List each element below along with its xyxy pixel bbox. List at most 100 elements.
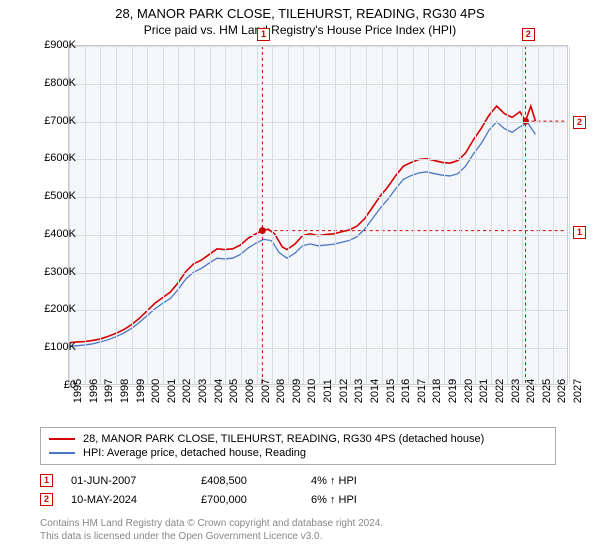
gridline-h	[69, 235, 567, 236]
sale-price: £700,000	[201, 494, 311, 506]
sale-marker-badge: 2	[573, 116, 586, 129]
gridline-v	[100, 46, 101, 384]
gridline-v	[69, 46, 70, 384]
gridline-v	[194, 46, 195, 384]
x-axis-label: 2010	[306, 379, 318, 403]
gridline-v	[210, 46, 211, 384]
legend-label: HPI: Average price, detached house, Read…	[83, 447, 306, 459]
x-axis-label: 2021	[478, 379, 490, 403]
legend-swatch-icon	[49, 452, 75, 454]
footer-line: This data is licensed under the Open Gov…	[40, 530, 556, 543]
sale-hpi-diff: 6% ↑ HPI	[311, 494, 421, 506]
gridline-v	[428, 46, 429, 384]
gridline-v	[397, 46, 398, 384]
x-axis-label: 2017	[416, 379, 428, 403]
x-axis-label: 2026	[556, 379, 568, 403]
gridline-v	[553, 46, 554, 384]
page-title: 28, MANOR PARK CLOSE, TILEHURST, READING…	[0, 0, 600, 21]
gridline-v	[303, 46, 304, 384]
gridline-h	[69, 46, 567, 47]
gridline-h	[69, 273, 567, 274]
gridline-v	[522, 46, 523, 384]
sale-marker-badge: 1	[40, 474, 53, 487]
sale-price: £408,500	[201, 475, 311, 487]
gridline-v	[413, 46, 414, 384]
x-axis-label: 2003	[197, 379, 209, 403]
plot-area: 1122	[68, 45, 568, 385]
gridline-v	[350, 46, 351, 384]
x-axis-label: 2004	[213, 379, 225, 403]
x-axis-label: 2027	[572, 379, 584, 403]
y-axis-label: £800K	[44, 77, 76, 89]
gridline-v	[460, 46, 461, 384]
page-subtitle: Price paid vs. HM Land Registry's House …	[0, 21, 600, 37]
gridline-v	[132, 46, 133, 384]
gridline-v	[382, 46, 383, 384]
x-axis-label: 2019	[447, 379, 459, 403]
gridline-v	[163, 46, 164, 384]
gridline-v	[225, 46, 226, 384]
gridline-v	[116, 46, 117, 384]
x-axis-label: 1999	[135, 379, 147, 403]
gridline-v	[507, 46, 508, 384]
legend-swatch-icon	[49, 438, 75, 440]
gridline-v	[444, 46, 445, 384]
gridline-v	[366, 46, 367, 384]
x-axis-label: 2025	[541, 379, 553, 403]
x-axis-label: 2001	[166, 379, 178, 403]
chart-container: 28, MANOR PARK CLOSE, TILEHURST, READING…	[0, 0, 600, 560]
y-axis-label: £100K	[44, 341, 76, 353]
y-axis-label: £200K	[44, 303, 76, 315]
x-axis-label: 2024	[525, 379, 537, 403]
gridline-v	[569, 46, 570, 384]
y-axis-label: £900K	[44, 39, 76, 51]
x-axis-label: 2009	[291, 379, 303, 403]
sale-date: 01-JUN-2007	[71, 475, 201, 487]
gridline-h	[69, 348, 567, 349]
legend-item: HPI: Average price, detached house, Read…	[49, 446, 547, 460]
sale-marker-badge: 1	[573, 226, 586, 239]
sale-marker-badge: 1	[257, 28, 270, 41]
gridline-v	[272, 46, 273, 384]
gridline-h	[69, 122, 567, 123]
x-axis-label: 2018	[431, 379, 443, 403]
gridline-v	[319, 46, 320, 384]
y-axis-label: £600K	[44, 152, 76, 164]
sales-table: 101-JUN-2007£408,5004% ↑ HPI210-MAY-2024…	[40, 471, 556, 509]
gridline-v	[491, 46, 492, 384]
legend: 28, MANOR PARK CLOSE, TILEHURST, READING…	[40, 427, 556, 465]
x-axis-label: 2020	[463, 379, 475, 403]
y-axis-label: £500K	[44, 190, 76, 202]
gridline-v	[147, 46, 148, 384]
y-axis-label: £400K	[44, 228, 76, 240]
x-axis-label: 2014	[369, 379, 381, 403]
gridline-v	[85, 46, 86, 384]
x-axis-label: 2006	[244, 379, 256, 403]
x-axis-label: 2023	[510, 379, 522, 403]
sale-marker-badge: 2	[522, 28, 535, 41]
gridline-h	[69, 159, 567, 160]
sale-date: 10-MAY-2024	[71, 494, 201, 506]
x-axis-label: 2005	[228, 379, 240, 403]
legend-label: 28, MANOR PARK CLOSE, TILEHURST, READING…	[83, 433, 484, 445]
sale-marker-badge: 2	[40, 493, 53, 506]
gridline-v	[475, 46, 476, 384]
footer-line: Contains HM Land Registry data © Crown c…	[40, 517, 556, 530]
y-axis-label: £700K	[44, 115, 76, 127]
x-axis-label: 1997	[103, 379, 115, 403]
sale-point-icon	[259, 227, 266, 234]
sale-row: 2 10-MAY-2024£700,0006% ↑ HPI	[40, 490, 556, 509]
x-axis-label: 2002	[181, 379, 193, 403]
gridline-v	[335, 46, 336, 384]
x-axis-label: 2022	[494, 379, 506, 403]
y-axis-label: £300K	[44, 266, 76, 278]
x-axis-label: 1995	[72, 379, 84, 403]
x-axis-label: 2013	[353, 379, 365, 403]
x-axis-label: 2008	[275, 379, 287, 403]
chart-area: 1122 £0£100K£200K£300K£400K£500K£600K£70…	[20, 45, 580, 425]
x-axis-label: 2012	[338, 379, 350, 403]
x-axis-label: 1996	[88, 379, 100, 403]
gridline-h	[69, 84, 567, 85]
x-axis-label: 2011	[322, 379, 334, 403]
gridline-h	[69, 197, 567, 198]
